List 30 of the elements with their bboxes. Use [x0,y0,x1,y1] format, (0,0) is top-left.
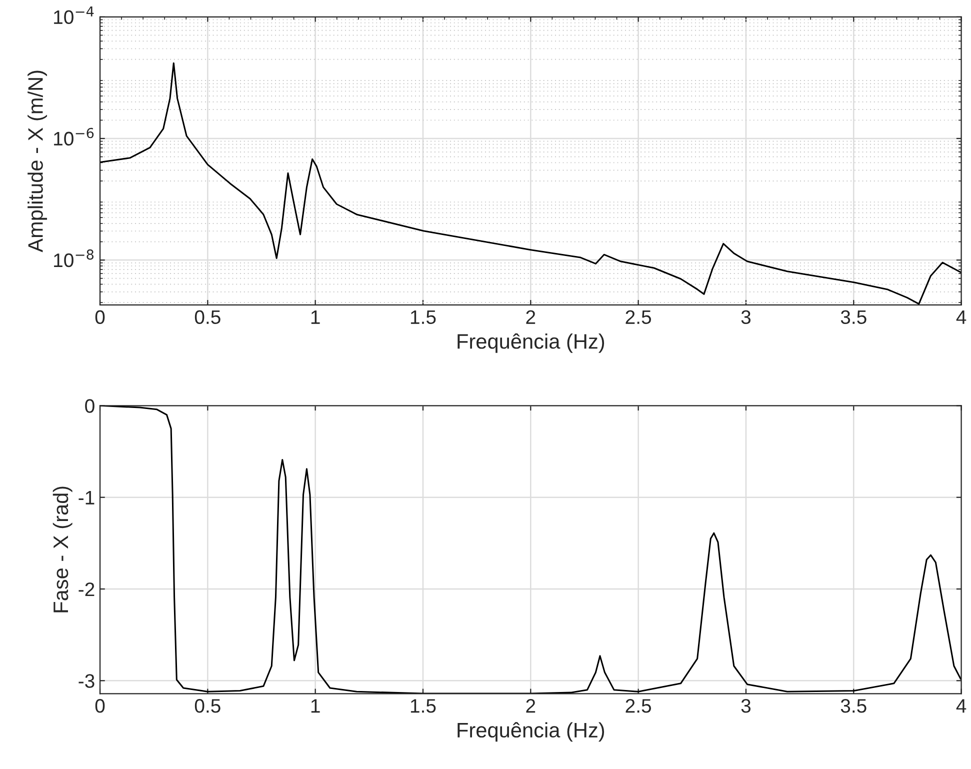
x-tick-label: 2 [526,699,536,713]
y-tick-label: 10$^{−8}$ [54,249,94,268]
y-tick-label: -3 [78,674,94,688]
x-tick-label: 1 [311,699,320,713]
x-tick-label: 1.5 [410,699,436,713]
y-axis-title: Fase - X (rad) [52,486,72,612]
x-tick-label: 3.5 [840,310,866,324]
x-tick-label: 3 [741,310,751,324]
x-tick-label: 2.5 [626,699,652,713]
x-axis-title: Frequência (Hz) [458,333,604,353]
y-axis-title: Amplitude - X (m/N) [28,70,48,252]
x-tick-label: 4 [956,699,966,713]
x-tick-label: 0.5 [194,699,220,713]
y-tick-label: 10$^{−6}$ [54,128,94,146]
x-tick-label: 2 [526,310,536,324]
x-tick-label: 4 [956,310,966,324]
y-tick-label: -2 [78,582,94,596]
x-tick-label: 2.5 [626,310,652,324]
y-tick-label: 10$^{−4}$ [54,6,94,24]
line-series [100,406,962,694]
x-tick-label: 0.5 [194,310,220,324]
y-tick-label: 0 [85,399,94,413]
x-axis-title: Frequência (Hz) [458,722,604,742]
x-tick-label: 1 [311,310,320,324]
x-tick-label: 1.5 [410,310,436,324]
x-tick-label: 0 [95,699,105,713]
x-tick-label: 3 [741,699,751,713]
x-tick-label: 0 [95,310,105,324]
y-tick-label: -1 [78,491,94,504]
x-tick-label: 3.5 [840,699,866,713]
